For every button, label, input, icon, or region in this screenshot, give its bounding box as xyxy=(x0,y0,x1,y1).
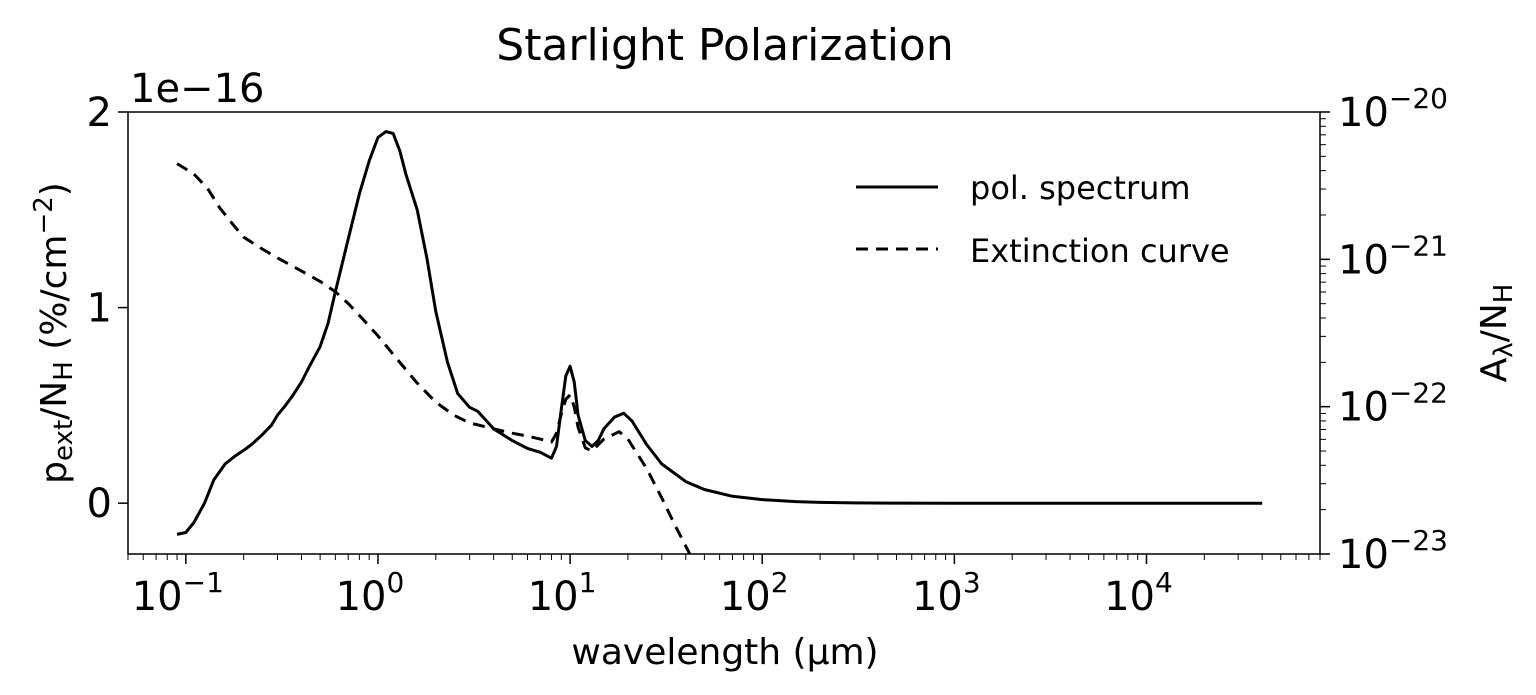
y-left-label-end: ) xyxy=(34,182,75,196)
y-left-tick-label: 0 xyxy=(87,481,112,527)
y-right-axis-label: Aλ/NH xyxy=(1474,284,1519,383)
y-left-label-sup: −2 xyxy=(29,196,59,234)
y-axis-left: 0 1 2 xyxy=(87,90,128,527)
x-tick-label: 10−1 xyxy=(132,566,224,620)
y-right-label-mid: /N xyxy=(1474,303,1515,342)
x-tick-label: 103 xyxy=(912,566,981,620)
y-right-label-sub: λ xyxy=(1489,342,1519,357)
plot-area: 10−1 100 101 102 103 104 012 10−2310−2210−211… xyxy=(87,82,1448,620)
legend: pol. spectrum Extinction curve xyxy=(856,169,1230,270)
x-axis-label: wavelength (μm) xyxy=(571,632,878,673)
y-left-label-sub: ext xyxy=(49,420,79,461)
x-tick-label: 101 xyxy=(528,566,597,620)
x-tick-label: 102 xyxy=(720,566,789,620)
y-axis-right: 10−23 10−22 10−21 10−20 xyxy=(1320,82,1448,578)
y-left-label-main: p xyxy=(34,461,75,484)
x-axis: 10−1 100 101 102 103 104 xyxy=(127,554,1321,620)
y-right-tick-label: 10−21 xyxy=(1338,229,1448,283)
chart-title: Starlight Polarization xyxy=(496,20,953,71)
y-left-label-sub2: H xyxy=(49,361,79,381)
y-right-tick-label: 10−22 xyxy=(1338,377,1448,431)
x-tick-label: 104 xyxy=(1104,566,1173,620)
y-left-label-unit: (%/cm xyxy=(34,235,75,362)
y-left-axis-label: pext/NH (%/cm−2) xyxy=(29,182,79,484)
y-left-tick-label: 2 xyxy=(87,90,112,136)
plot-frame xyxy=(127,111,1321,555)
y-right-tick-label: 10−23 xyxy=(1338,524,1448,578)
y-right-label-main: A xyxy=(1474,357,1515,382)
series-line-1 xyxy=(176,162,692,554)
series-line-0 xyxy=(176,130,1263,536)
x-tick-label: 100 xyxy=(336,566,405,620)
legend-extinction-label: Extinction curve xyxy=(970,232,1230,270)
legend-pol-spectrum-label: pol. spectrum xyxy=(970,169,1191,207)
y-left-label-mid: /N xyxy=(34,381,75,420)
y-left-offset-text: 1e−16 xyxy=(130,66,264,112)
y-right-tick-label: 10−20 xyxy=(1338,82,1448,136)
y-right-label-sub2: H xyxy=(1489,284,1519,304)
series-layer xyxy=(176,130,1263,554)
y-left-tick-label: 1 xyxy=(87,286,112,332)
